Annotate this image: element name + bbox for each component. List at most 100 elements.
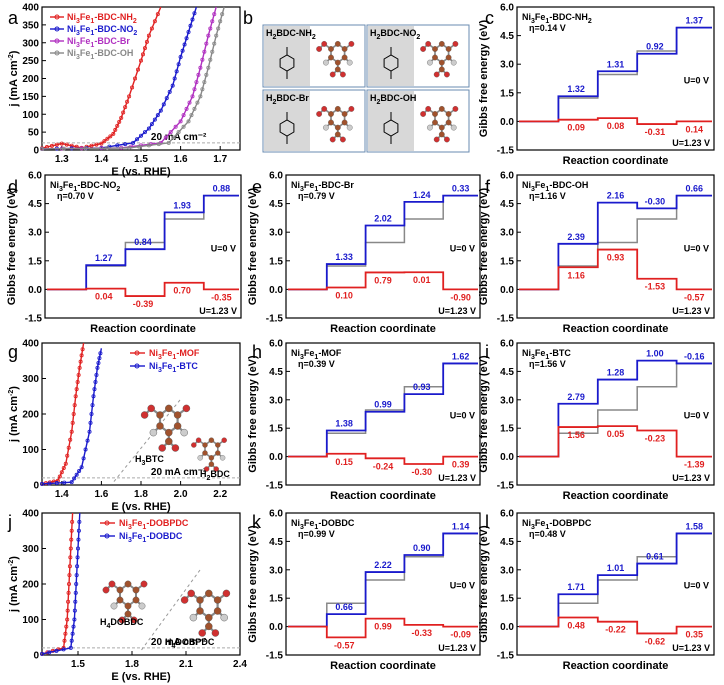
series-marker [59,470,64,475]
u0-step-value: 0.61 [646,552,664,562]
y-tick-label: 6.0 [269,171,283,182]
x-tick-label: 1.3 [55,154,69,165]
series-marker [155,12,160,17]
series-marker [158,108,163,113]
atom [196,607,204,615]
series-marker [99,141,104,146]
atom [205,613,213,622]
legend-marker [104,533,110,539]
y-tick-label: 0.0 [500,452,514,463]
atom [328,46,334,52]
label-span: j (mA cm [8,566,20,613]
series-marker [192,106,197,111]
y-tick-label: 400 [22,339,39,350]
series-marker [144,39,149,44]
x-tick-label: 1.7 [213,154,227,165]
series-marker [77,365,82,370]
series-marker [74,472,79,477]
series-line-Ni3Fe1-BDC-OH [41,6,225,150]
series-marker [92,387,97,392]
atom [130,616,138,624]
label-span: ) [8,386,20,390]
atom [116,586,124,594]
label-span: H [266,28,273,38]
label-span: -BDC-NO [77,180,116,190]
overpotential-label: η=0.79 V [298,191,335,201]
y-tick-label: 4.5 [269,537,283,548]
series-marker [95,365,100,370]
legend-entry: Ni3Fe1-BDC-OH [67,48,133,61]
atom [425,41,432,47]
u123-step-value: -0.24 [373,461,394,471]
label-span: -BTC [176,361,198,371]
y-tick-label: 1.5 [269,594,283,605]
label-span: j (mA cm [8,396,20,443]
series-marker [76,537,81,542]
label-span: Fe [132,531,143,541]
label-span: Ni [119,518,128,528]
series-marker [195,100,200,105]
label-span: Fe [535,348,546,358]
u0-step-value: 0.92 [646,42,664,52]
series-marker [172,76,177,81]
series-marker [75,564,80,569]
atom [444,136,450,143]
atom [321,106,328,112]
atom [191,442,197,448]
series-marker [61,146,66,151]
u123-label: U=1.23 V [672,473,710,483]
y-tick-label: 3.0 [500,565,514,576]
label-span: -2 [8,390,15,396]
divider-line [111,399,181,485]
u0-step-value: 2.22 [374,560,392,570]
atom [118,616,126,624]
u0-step-value: 1.31 [607,59,625,69]
x-tick-label: 2.0 [174,489,188,500]
u0-step-value: 0.90 [413,543,431,553]
series-marker [192,11,197,16]
series-marker [198,94,203,99]
label-span: -BDC-NO [94,24,133,34]
series-marker [68,437,73,442]
molecule-3d [316,41,355,78]
series-marker [166,140,171,145]
label-span: Ni [522,180,531,190]
atom [171,444,180,452]
label-span: ) [8,50,20,54]
step-line-u123 [519,616,712,635]
series-line-Ni3Fe1-DOBPDC [41,512,74,655]
atom [334,124,341,131]
y-tick-label: 4.5 [500,367,514,378]
series-marker [76,546,81,551]
legend-entry: Ni3Fe1-MOF [149,348,200,361]
series-marker [208,57,213,62]
y-axis-label: j (mA cm-2) [8,50,20,107]
y-tick-label: 150 [22,92,39,103]
label-span: Fe [162,348,173,358]
label-span: -BTC [549,348,571,358]
x-tick-label: 1.5 [134,154,148,165]
label-span: Ni [50,180,59,190]
series-marker [73,394,78,399]
atom [346,124,353,131]
u123-label: U=1.23 V [438,473,476,483]
label-span: 1 [172,367,176,374]
series-line-Ni3Fe1-BDC-NO2 [41,6,198,150]
x-axis-label: E (vs. RHE) [111,501,171,513]
y-tick-label: 1.5 [269,424,283,435]
label-span: 1 [314,524,318,531]
u0-step-value: -0.30 [645,196,666,206]
y-tick-label: 0.0 [500,285,514,296]
label-span: Fe [80,24,91,34]
atom [149,428,158,437]
series-marker [71,411,76,416]
series-line-Ni3Fe1-DOBDC [41,512,81,655]
label-span: ) [8,556,20,560]
series-marker [161,102,166,107]
atom [140,580,148,588]
series-marker [80,347,85,352]
series-marker [152,117,157,122]
label-span: -MOF [176,348,199,358]
series-marker [220,12,225,17]
series-marker [70,631,75,636]
